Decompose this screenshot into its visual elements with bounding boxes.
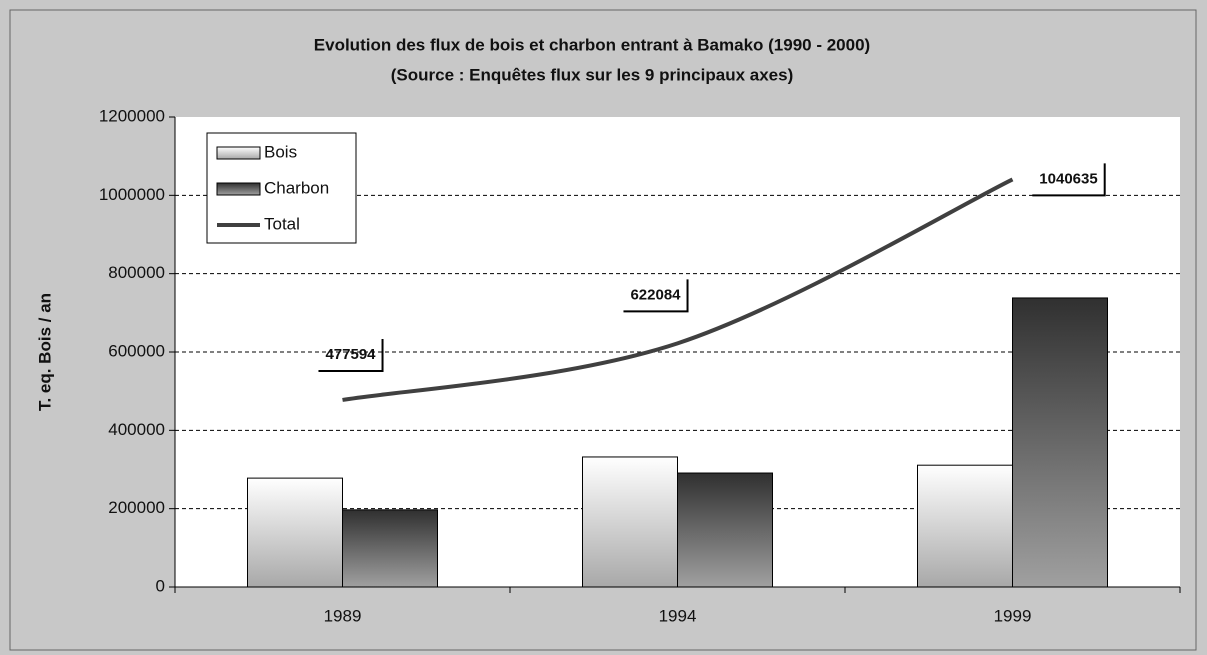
- x-tick-label: 1989: [324, 606, 362, 625]
- legend-swatch: [216, 182, 261, 196]
- y-tick-label: 1000000: [99, 185, 165, 204]
- data-label: 622084: [630, 286, 681, 303]
- legend-swatch: [216, 146, 261, 160]
- y-tick-label: 800000: [108, 263, 165, 282]
- chart-title: Evolution des flux de bois et charbon en…: [314, 35, 870, 54]
- bar: [342, 509, 438, 588]
- legend-label: Total: [264, 214, 300, 233]
- y-tick-label: 0: [156, 576, 165, 595]
- data-label-frame: [623, 279, 689, 313]
- bar: [677, 472, 773, 588]
- bar: [917, 464, 1013, 588]
- y-tick-label: 1200000: [99, 106, 165, 125]
- legend-label: Bois: [264, 142, 297, 161]
- y-tick-label: 400000: [108, 420, 165, 439]
- bar: [582, 456, 678, 588]
- data-label-frame: [1032, 163, 1106, 197]
- bar: [247, 477, 343, 588]
- bar: [1012, 297, 1108, 588]
- legend-label: Charbon: [264, 178, 329, 197]
- x-tick-label: 1994: [659, 606, 697, 625]
- y-tick-label: 600000: [108, 341, 165, 360]
- x-tick-label: 1999: [994, 606, 1032, 625]
- y-tick-label: 200000: [108, 498, 165, 517]
- data-label: 1040635: [1039, 170, 1097, 187]
- data-label-frame: [318, 338, 384, 372]
- chart-subtitle: (Source : Enquêtes flux sur les 9 princi…: [391, 65, 793, 84]
- y-axis-label: T. eq. Bois / an: [35, 293, 54, 411]
- line: [342, 177, 1014, 402]
- data-label: 477594: [325, 346, 376, 363]
